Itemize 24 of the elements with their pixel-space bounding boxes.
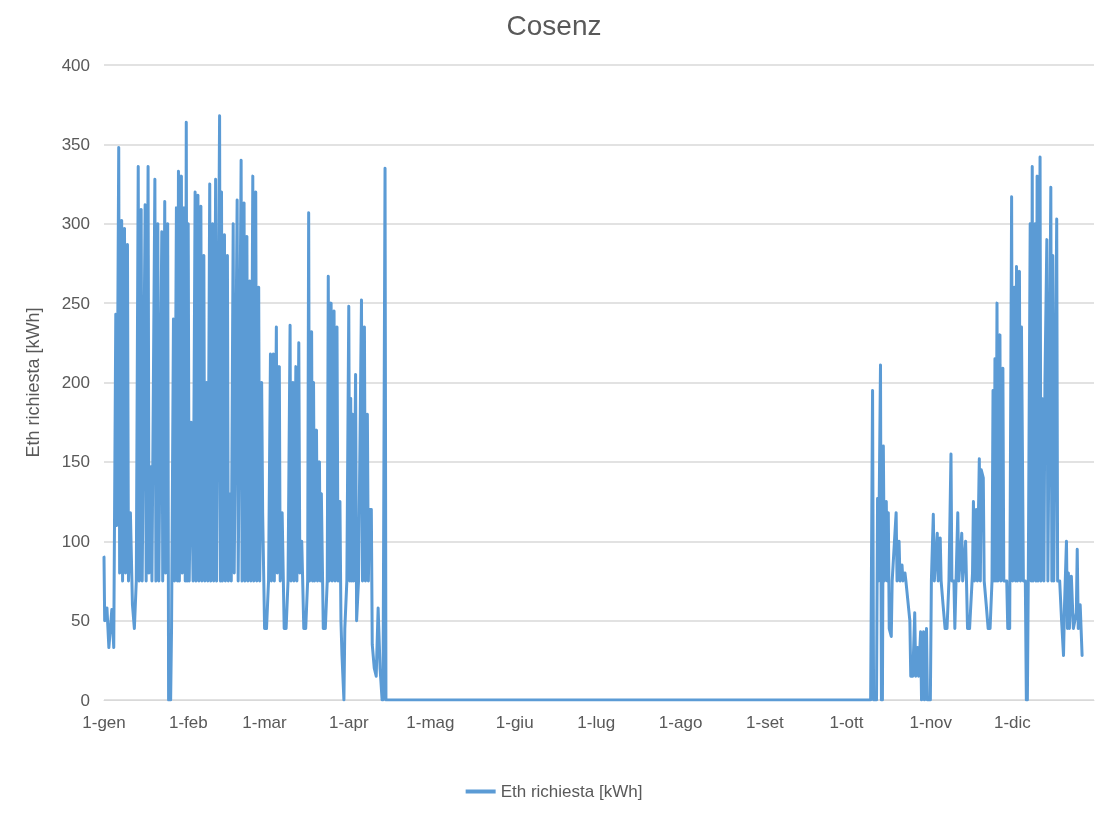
y-tick-label: 50 bbox=[71, 611, 90, 631]
x-tick-label: 1-dic bbox=[993, 713, 1032, 732]
y-tick-label: 300 bbox=[61, 214, 90, 234]
y-tick-label: 350 bbox=[61, 134, 90, 154]
y-tick-label: 400 bbox=[61, 55, 90, 75]
x-tick-label: 1-ago bbox=[658, 713, 703, 732]
x-tick-label: 1-nov bbox=[909, 713, 953, 732]
y-tick-label: 250 bbox=[61, 293, 90, 313]
x-tick-label: 1-mag bbox=[406, 713, 455, 732]
y-tick-label: 150 bbox=[61, 452, 90, 472]
x-tick-label: 1-ott bbox=[829, 713, 864, 732]
y-axis-title: Eth richiesta [kWh] bbox=[23, 307, 43, 458]
x-tick-label: 1-lug bbox=[577, 713, 616, 732]
x-tick-label: 1-mar bbox=[242, 713, 287, 732]
legend-label: Eth richiesta [kWh] bbox=[500, 782, 643, 801]
x-tick-label: 1-feb bbox=[168, 713, 208, 732]
y-tick-label: 0 bbox=[80, 690, 90, 710]
y-tick-label: 200 bbox=[61, 373, 90, 392]
chart-title: Cosenz bbox=[506, 9, 602, 41]
x-tick-label: 1-set bbox=[746, 713, 785, 732]
x-tick-label: 1-apr bbox=[328, 713, 369, 732]
x-tick-label: 1-gen bbox=[82, 713, 126, 732]
x-tick-label: 1-giu bbox=[495, 713, 534, 732]
y-tick-label: 100 bbox=[61, 531, 90, 551]
